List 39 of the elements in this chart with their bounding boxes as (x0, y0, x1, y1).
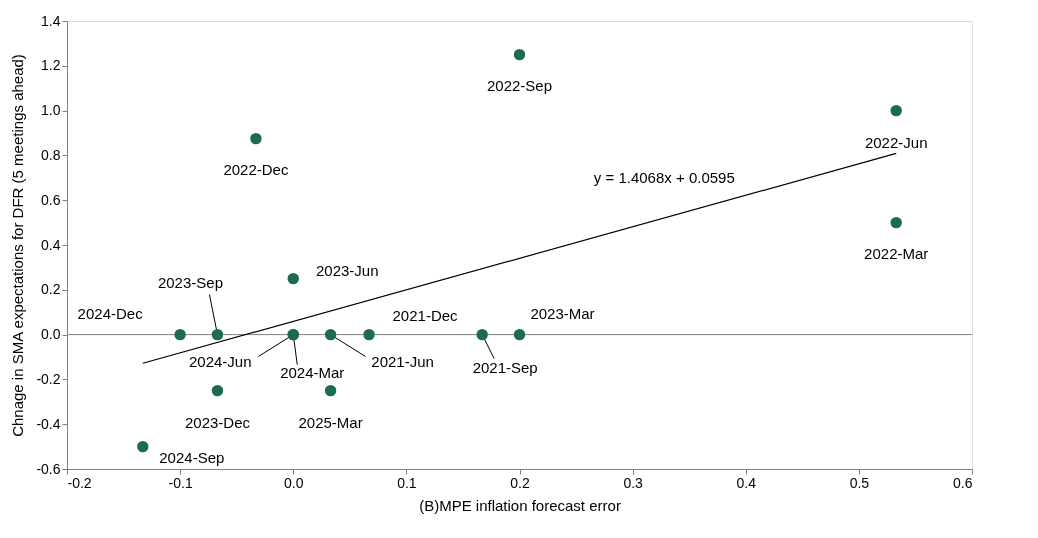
x-axis-title: (B)MPE inflation forecast error (419, 496, 621, 514)
annotation: 2022-Jun (864, 133, 928, 151)
annotation: 2023-Sep (157, 273, 223, 291)
annotation: 2024-Mar (280, 363, 345, 381)
y-tick-label: 0.8 (41, 146, 61, 163)
y-tick-label: 0.0 (41, 326, 61, 343)
y-tick-label: 0.4 (41, 236, 61, 253)
y-tick-label: 0.2 (41, 281, 61, 298)
y-tick-label: 1.2 (41, 57, 61, 74)
annotation: 2024-Jun (188, 352, 252, 370)
x-tick-label: 0.3 (623, 474, 644, 491)
annotation: 2024-Sep (159, 448, 225, 466)
y-tick-label: -0.2 (36, 370, 61, 387)
x-tick-label: -0.2 (67, 474, 92, 491)
y-axis-title: Chnage in SMA expectations for DFR (5 meetings ahead) (9, 54, 27, 437)
x-tick-label: 0.0 (284, 474, 304, 491)
y-tick-label: 0.6 (41, 191, 61, 208)
x-tick-label: 0.6 (953, 474, 973, 491)
annotation: y = 1.4068x + 0.0595 (593, 168, 735, 186)
x-tick-label: -0.1 (168, 474, 193, 491)
y-tick-label: 1.4 (41, 12, 61, 29)
y-tick-label: -0.4 (36, 415, 61, 432)
y-tick-label: 1.0 (41, 102, 61, 119)
annotation: 2023-Jun (315, 261, 379, 279)
x-tick-label: 0.4 (736, 474, 757, 491)
annotation: 2021-Sep (472, 358, 538, 376)
x-tick-label: 0.5 (849, 474, 870, 491)
annotation: 2022-Sep (486, 76, 553, 94)
annotation: 2022-Mar (864, 244, 929, 262)
x-tick-label: 0.1 (397, 474, 417, 491)
y-tick-label: -0.6 (36, 460, 61, 477)
annotation: 2023-Dec (184, 413, 251, 431)
annotation: 2023-Mar (530, 304, 595, 322)
annotation: 2024-Dec (77, 304, 144, 322)
annotation: 2022-Dec (223, 160, 289, 178)
annotation: 2025-Mar (298, 413, 363, 431)
annotation: 2021-Dec (392, 306, 459, 324)
annotation: 2021-Jun (371, 352, 434, 370)
x-tick-label: 0.2 (510, 474, 530, 491)
